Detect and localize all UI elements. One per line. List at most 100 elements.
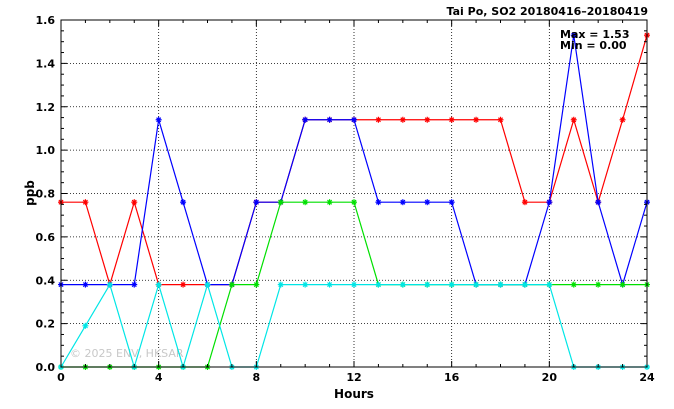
marker-stroke [229, 282, 235, 288]
marker-stroke [82, 282, 88, 288]
y-tick-label: 0.0 [36, 361, 56, 374]
marker-stroke [351, 117, 357, 123]
data-point [82, 281, 89, 288]
data-point [326, 199, 333, 206]
data-point [253, 199, 260, 206]
data-point [180, 281, 187, 288]
data-point [570, 116, 577, 123]
x-axis-title: Hours [334, 387, 374, 401]
axis-ticks: 0 4 8 12 16 20 24 0.0 0.2 0.4 0.6 0.8 1.0 1.2 1.4 1.6 [36, 14, 655, 384]
data-point [131, 281, 138, 288]
data-point [570, 281, 577, 288]
data-point [595, 281, 602, 288]
data-point [277, 281, 284, 288]
marker-stroke [595, 199, 601, 205]
data-point [595, 199, 602, 206]
marker-stroke [473, 117, 479, 123]
data-point [302, 281, 309, 288]
data-point [302, 199, 309, 206]
y-tick-label: 1.6 [36, 14, 56, 27]
data-point [497, 281, 504, 288]
data-point [473, 281, 480, 288]
marker-stroke [351, 282, 357, 288]
marker-stroke [278, 199, 284, 205]
marker-stroke [351, 199, 357, 205]
marker-stroke [327, 117, 333, 123]
x-tick-label: 16 [444, 371, 460, 384]
marker-stroke [400, 117, 406, 123]
data-point [155, 281, 162, 288]
data-point [399, 116, 406, 123]
marker-stroke [522, 282, 528, 288]
x-tick-label: 4 [155, 371, 163, 384]
y-tick-label: 1.2 [36, 101, 56, 114]
data-point [351, 199, 357, 206]
marker-stroke [253, 199, 259, 205]
y-axis-title: ppb [23, 180, 37, 206]
data-point [473, 116, 480, 123]
max-label: Max = 1.53 [560, 28, 629, 41]
marker-stroke [327, 199, 333, 205]
marker-stroke [302, 117, 308, 123]
x-tick-label: 8 [253, 371, 261, 384]
y-tick-label: 0.4 [36, 274, 56, 287]
data-point [570, 32, 577, 39]
marker-stroke [204, 282, 211, 288]
marker-stroke [400, 282, 406, 288]
marker-stroke [497, 117, 504, 123]
marker-stroke [424, 117, 430, 123]
y-tick-label: 0.6 [36, 231, 56, 244]
y-tick-label: 1.0 [36, 144, 56, 157]
data-point [204, 281, 211, 288]
data-point [448, 281, 455, 288]
data-point [546, 199, 553, 206]
data-point [619, 281, 626, 288]
marker-stroke [522, 199, 528, 205]
marker-stroke [546, 282, 552, 288]
data-point [424, 199, 431, 206]
marker-stroke [424, 199, 430, 205]
data-point [424, 281, 431, 288]
data-point [448, 199, 455, 206]
marker-stroke [400, 199, 406, 205]
data-point [82, 322, 89, 329]
data-point [448, 116, 455, 123]
marker-stroke [473, 282, 479, 288]
data-point [351, 116, 357, 123]
data-point [399, 281, 406, 288]
data-point [399, 199, 406, 206]
x-tick-label: 0 [57, 371, 65, 384]
data-point [82, 199, 89, 206]
chart-title: Tai Po, SO2 20180416–20180419 [447, 5, 648, 18]
data-point [228, 281, 235, 288]
grid-lines [61, 20, 647, 367]
data-point [375, 116, 382, 123]
marker-stroke [449, 199, 455, 205]
series-layer [58, 32, 650, 370]
marker-stroke [449, 282, 455, 288]
data-point [326, 116, 333, 123]
x-tick-label: 20 [542, 371, 558, 384]
data-point [302, 116, 309, 123]
data-point [546, 281, 553, 288]
marker-stroke [82, 323, 88, 329]
data-point [424, 116, 431, 123]
y-tick-label: 0.8 [36, 188, 56, 201]
data-point [375, 199, 382, 206]
data-point [326, 281, 333, 288]
marker-stroke [131, 199, 137, 205]
data-point [375, 281, 382, 288]
data-point [155, 116, 162, 123]
marker-stroke [375, 282, 381, 288]
marker-stroke [107, 282, 113, 288]
data-point [180, 199, 187, 206]
series-1 [58, 32, 650, 288]
marker-stroke [620, 282, 626, 288]
marker-stroke [449, 117, 455, 123]
marker-stroke [424, 282, 430, 288]
marker-stroke [375, 199, 381, 205]
data-point [497, 116, 504, 123]
marker-stroke [375, 117, 381, 123]
marker-stroke [131, 282, 137, 288]
